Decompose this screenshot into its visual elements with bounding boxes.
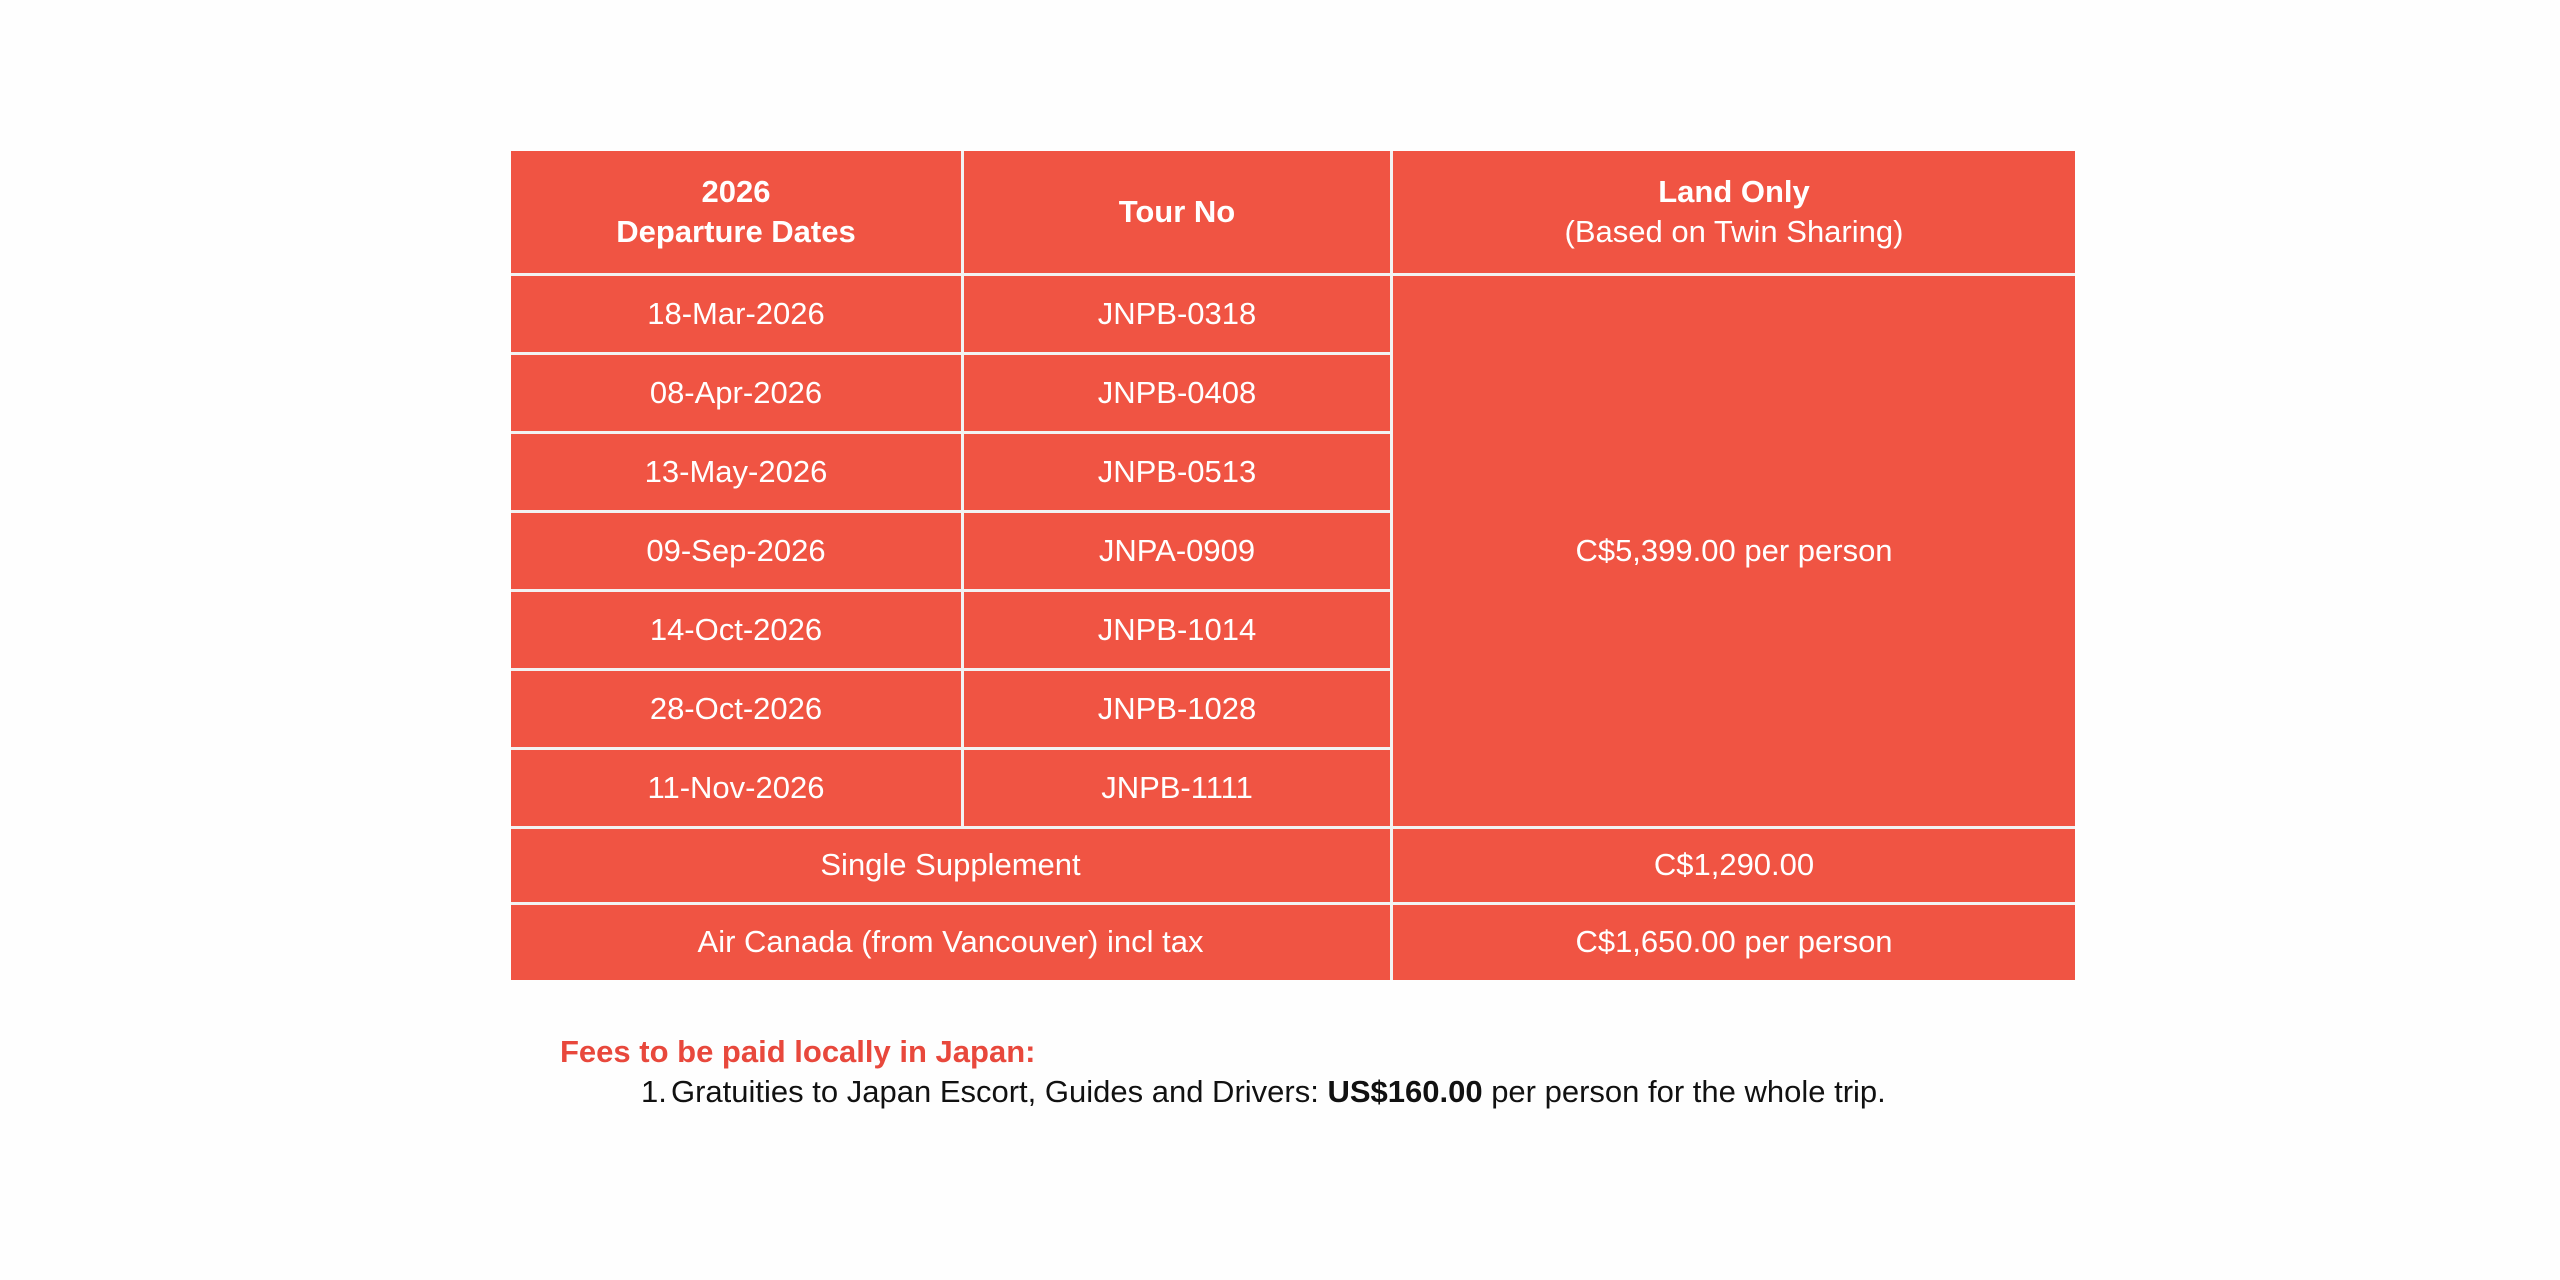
land-only-price-cell: C$5,399.00 per person [1393, 276, 2075, 826]
header-land-only-label: Land Only [1658, 173, 1810, 209]
departure-date-cell: 14-Oct-2026 [511, 592, 961, 668]
local-fees-list: 1. Gratuities to Japan Escort, Guides an… [560, 1072, 2360, 1112]
departure-date-cell: 09-Sep-2026 [511, 513, 961, 589]
header-tour-no: Tour No [964, 151, 1390, 273]
gratuities-description: Gratuities to Japan Escort, Guides and D… [671, 1074, 1328, 1109]
header-land-only: Land Only (Based on Twin Sharing) [1393, 151, 2075, 273]
list-item: 1. Gratuities to Japan Escort, Guides an… [641, 1072, 2360, 1112]
departure-date-cell: 13-May-2026 [511, 434, 961, 510]
tour-number-cell: JNPB-1028 [964, 671, 1390, 747]
tour-number-cell: JNPB-1014 [964, 592, 1390, 668]
air-fare-label: Air Canada (from Vancouver) incl tax [511, 905, 1390, 980]
local-fees-section: Fees to be paid locally in Japan: 1. Gra… [560, 1032, 2360, 1112]
header-twin-sharing-note: (Based on Twin Sharing) [1564, 214, 1904, 249]
gratuities-text: Gratuities to Japan Escort, Guides and D… [671, 1072, 1886, 1112]
tour-number-cell: JNPA-0909 [964, 513, 1390, 589]
gratuities-suffix: per person for the whole trip. [1482, 1074, 1886, 1109]
tour-price-table: 2026 Departure Dates Tour No Land Only (… [511, 151, 2075, 980]
air-fare-value: C$1,650.00 per person [1393, 905, 2075, 980]
single-supplement-label: Single Supplement [511, 829, 1390, 902]
gratuities-amount: US$160.00 [1327, 1074, 1483, 1109]
list-item-number: 1. [641, 1074, 667, 1109]
local-fees-title: Fees to be paid locally in Japan: [560, 1034, 1036, 1069]
departure-date-cell: 28-Oct-2026 [511, 671, 961, 747]
tour-number-cell: JNPB-0408 [964, 355, 1390, 431]
tour-number-cell: JNPB-0513 [964, 434, 1390, 510]
header-year: 2026 [701, 173, 771, 209]
departure-date-cell: 11-Nov-2026 [511, 750, 961, 826]
departure-date-cell: 08-Apr-2026 [511, 355, 961, 431]
header-departure-label: Departure Dates [616, 214, 856, 249]
tour-number-cell: JNPB-1111 [964, 750, 1390, 826]
header-departure-dates: 2026 Departure Dates [511, 151, 961, 273]
tour-number-cell: JNPB-0318 [964, 276, 1390, 352]
single-supplement-value: C$1,290.00 [1393, 829, 2075, 902]
header-tour-no-label: Tour No [1118, 193, 1236, 229]
departure-date-cell: 18-Mar-2026 [511, 276, 961, 352]
